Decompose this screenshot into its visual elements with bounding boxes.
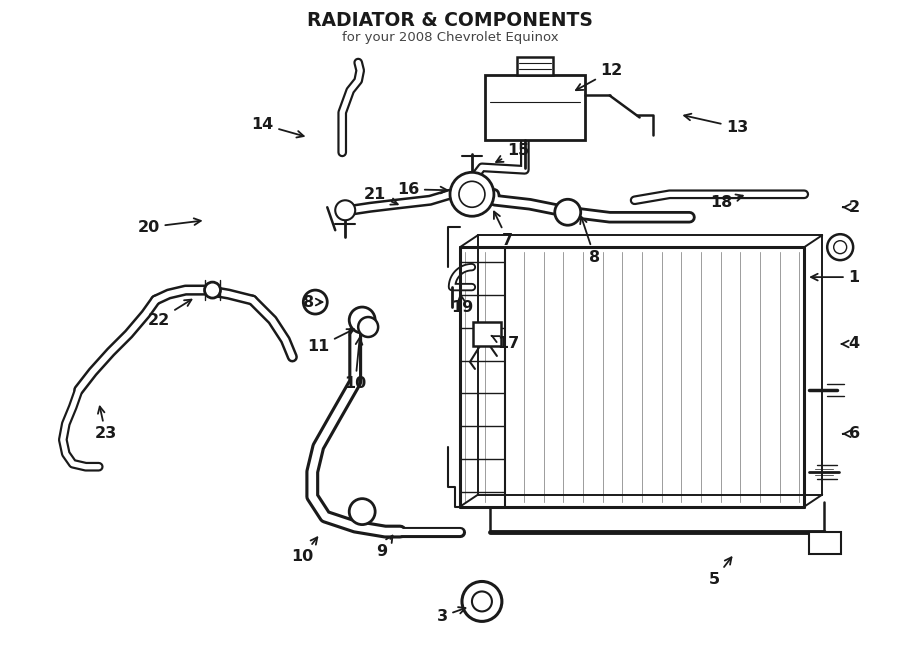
Text: 10: 10 <box>292 538 318 564</box>
Circle shape <box>827 234 853 260</box>
Circle shape <box>204 282 220 298</box>
Circle shape <box>358 317 378 337</box>
Text: 15: 15 <box>496 143 529 162</box>
Text: 8: 8 <box>302 295 322 310</box>
Text: 22: 22 <box>148 300 192 328</box>
Circle shape <box>450 172 494 216</box>
Text: 10: 10 <box>344 338 366 391</box>
Text: 23: 23 <box>94 406 117 442</box>
Circle shape <box>459 181 485 207</box>
Bar <box>485 75 585 140</box>
Text: for your 2008 Chevrolet Equinox: for your 2008 Chevrolet Equinox <box>342 30 558 44</box>
Text: 6: 6 <box>843 426 860 442</box>
Text: 3: 3 <box>436 607 465 624</box>
Text: 5: 5 <box>709 557 732 587</box>
Text: 11: 11 <box>307 329 354 354</box>
Text: 21: 21 <box>364 187 398 205</box>
Text: 8: 8 <box>580 216 600 265</box>
Bar <box>809 532 842 553</box>
Bar <box>517 57 553 75</box>
Circle shape <box>303 290 328 314</box>
Circle shape <box>472 591 492 612</box>
Text: 20: 20 <box>138 218 201 235</box>
Text: 7: 7 <box>494 212 513 248</box>
Circle shape <box>349 498 375 524</box>
Text: 13: 13 <box>684 114 749 135</box>
Text: 18: 18 <box>710 195 742 210</box>
Circle shape <box>554 199 580 225</box>
Text: 1: 1 <box>811 269 859 285</box>
Text: 4: 4 <box>842 336 859 352</box>
Bar <box>473 322 501 346</box>
Text: 16: 16 <box>397 182 447 197</box>
Text: RADIATOR & COMPONENTS: RADIATOR & COMPONENTS <box>307 11 593 30</box>
Text: 2: 2 <box>843 200 860 214</box>
Circle shape <box>349 307 375 333</box>
Circle shape <box>335 201 356 220</box>
Text: 9: 9 <box>376 536 392 559</box>
Circle shape <box>462 581 502 622</box>
Circle shape <box>833 241 847 254</box>
Text: 19: 19 <box>451 294 473 314</box>
Text: 17: 17 <box>491 336 519 352</box>
Text: 14: 14 <box>251 117 303 138</box>
Text: 12: 12 <box>576 63 623 90</box>
